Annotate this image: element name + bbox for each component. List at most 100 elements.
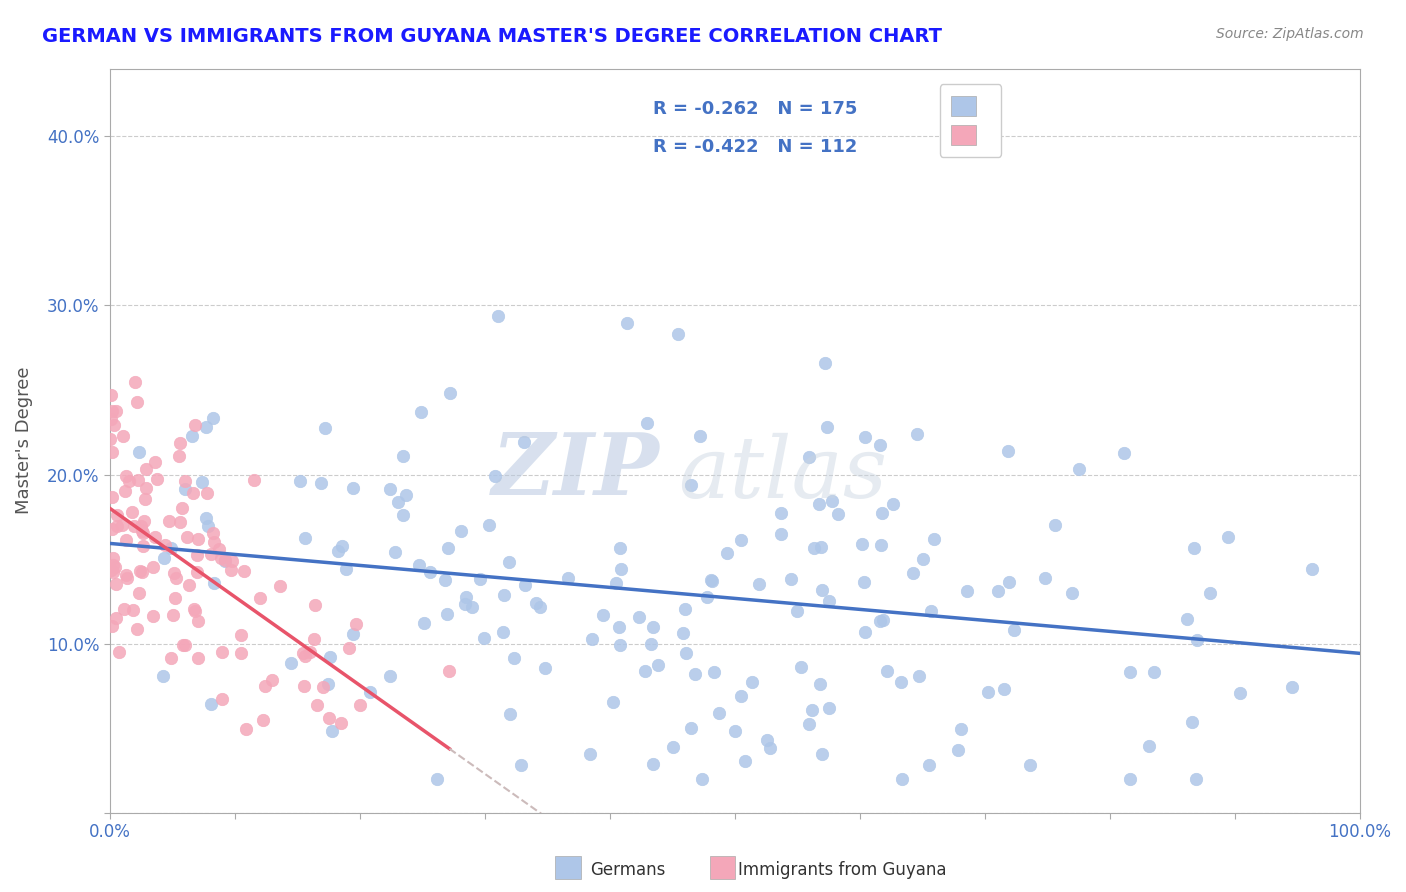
Point bbox=[478, 518, 501, 533]
Point bbox=[673, 602, 696, 616]
Point bbox=[384, 544, 406, 558]
Point bbox=[142, 608, 165, 623]
Point bbox=[770, 506, 793, 520]
Point bbox=[169, 435, 191, 450]
Point bbox=[170, 500, 193, 515]
Point bbox=[378, 482, 401, 496]
Point bbox=[294, 531, 316, 545]
Point bbox=[689, 429, 711, 443]
Point bbox=[484, 468, 506, 483]
Point bbox=[605, 575, 627, 590]
Point bbox=[98, 432, 121, 446]
Point bbox=[191, 475, 214, 490]
Point bbox=[114, 469, 136, 483]
Point bbox=[439, 385, 461, 400]
Point bbox=[330, 716, 353, 731]
Point bbox=[821, 494, 844, 508]
Point bbox=[1045, 518, 1067, 533]
Point bbox=[1187, 633, 1209, 648]
Point bbox=[922, 533, 945, 547]
Point bbox=[249, 591, 271, 605]
Point bbox=[342, 481, 364, 495]
Point bbox=[734, 754, 756, 768]
Point bbox=[1137, 739, 1160, 753]
Point bbox=[882, 497, 904, 511]
Point bbox=[321, 723, 343, 738]
Point bbox=[211, 645, 233, 659]
Point bbox=[143, 530, 166, 544]
Point bbox=[876, 664, 898, 678]
Point bbox=[581, 632, 603, 646]
Point bbox=[870, 538, 893, 552]
Point bbox=[628, 610, 651, 624]
Point bbox=[450, 524, 472, 539]
Point bbox=[918, 758, 941, 772]
Point bbox=[890, 772, 912, 786]
Point bbox=[179, 577, 201, 591]
Point bbox=[103, 417, 125, 432]
Point bbox=[683, 666, 706, 681]
Point bbox=[209, 551, 232, 566]
Point bbox=[609, 638, 631, 652]
Point bbox=[291, 646, 314, 660]
Point bbox=[852, 575, 875, 590]
Point bbox=[700, 574, 723, 588]
Point bbox=[946, 742, 969, 756]
Point bbox=[114, 483, 136, 498]
Point bbox=[503, 650, 526, 665]
Point bbox=[387, 495, 409, 509]
Point bbox=[100, 563, 122, 577]
Point bbox=[252, 713, 274, 727]
Point bbox=[129, 519, 152, 533]
Point bbox=[111, 517, 134, 532]
Point bbox=[187, 651, 209, 665]
Point bbox=[997, 444, 1019, 458]
Point bbox=[180, 428, 202, 442]
Point bbox=[700, 573, 723, 587]
Point bbox=[498, 555, 520, 569]
Point bbox=[214, 554, 236, 568]
Point bbox=[408, 558, 430, 572]
Point bbox=[579, 747, 602, 761]
Point bbox=[756, 733, 779, 747]
Point bbox=[1216, 530, 1239, 544]
Point bbox=[901, 566, 924, 580]
Point bbox=[115, 567, 138, 582]
Point bbox=[195, 486, 218, 500]
Point bbox=[679, 721, 702, 735]
Point bbox=[436, 607, 458, 621]
Point bbox=[101, 619, 124, 633]
Point bbox=[160, 541, 183, 555]
Point bbox=[666, 327, 689, 342]
Point bbox=[1002, 623, 1025, 637]
Point bbox=[724, 724, 747, 739]
Point bbox=[208, 542, 231, 557]
Point bbox=[853, 624, 876, 639]
Point bbox=[229, 646, 252, 660]
Point bbox=[100, 412, 122, 426]
Point bbox=[167, 449, 190, 463]
Point bbox=[269, 579, 291, 593]
Point bbox=[305, 698, 328, 712]
Point bbox=[105, 404, 128, 418]
Point bbox=[124, 375, 146, 389]
Point bbox=[134, 492, 156, 507]
Point bbox=[105, 577, 128, 591]
Point bbox=[1143, 665, 1166, 679]
Point bbox=[956, 584, 979, 599]
Point bbox=[342, 627, 364, 641]
Point bbox=[100, 387, 122, 401]
Point bbox=[337, 640, 360, 655]
Point bbox=[797, 717, 820, 731]
Point bbox=[314, 421, 336, 435]
Point bbox=[194, 420, 217, 434]
Point bbox=[730, 689, 752, 703]
Point bbox=[413, 615, 436, 630]
Point bbox=[174, 475, 197, 489]
Point bbox=[127, 473, 149, 487]
Point bbox=[592, 607, 614, 622]
Point bbox=[162, 608, 184, 623]
Point bbox=[741, 675, 763, 690]
Text: ZIP: ZIP bbox=[492, 429, 659, 512]
Point bbox=[359, 685, 381, 699]
